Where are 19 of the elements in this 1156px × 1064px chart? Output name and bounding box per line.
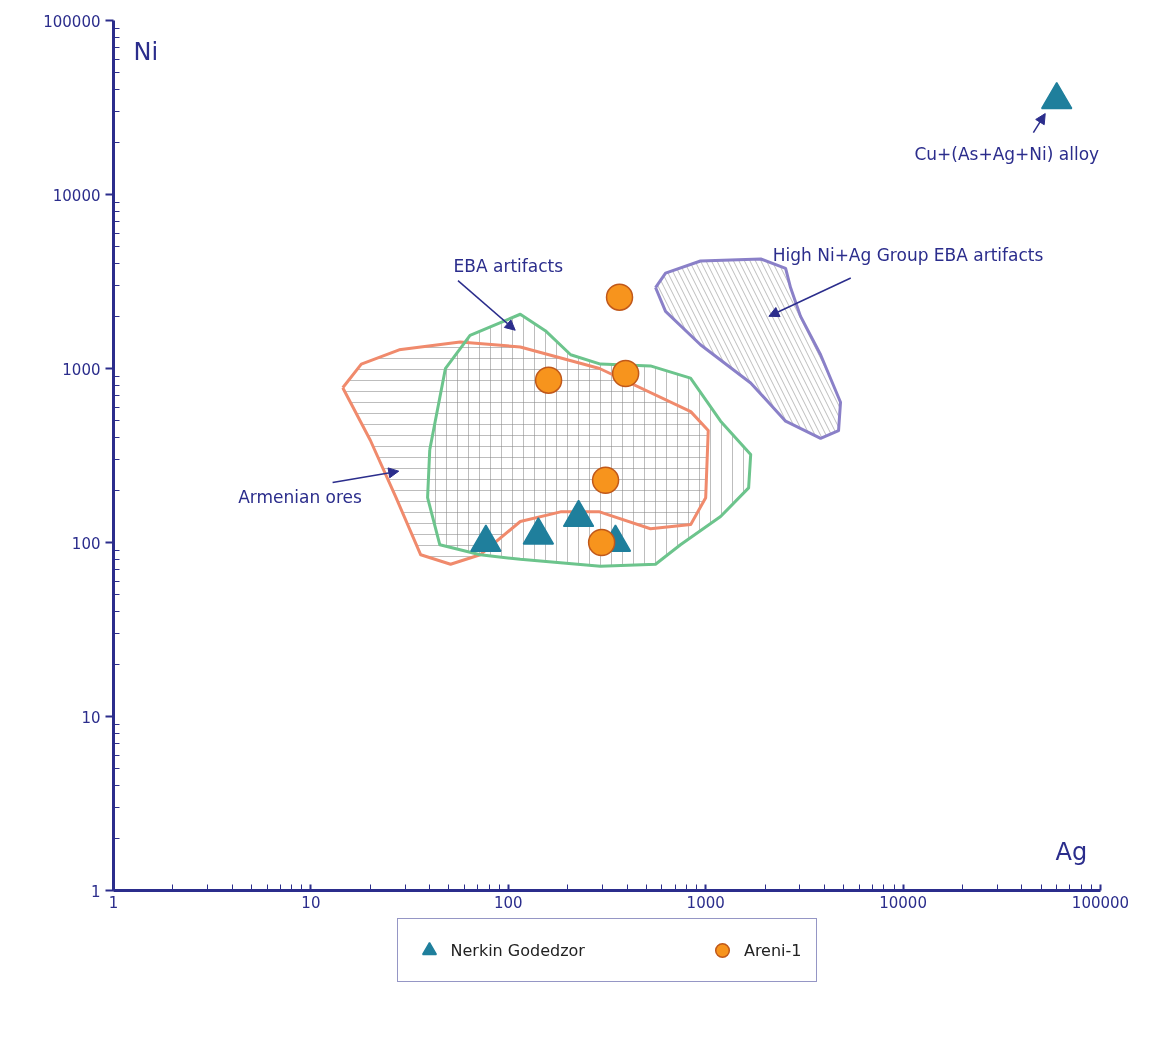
x-axis-title: Ag xyxy=(1055,837,1088,866)
y-tick-label: 1000 xyxy=(62,360,101,379)
annotation: Armenian ores xyxy=(238,487,363,508)
x-tick-label: 10 xyxy=(301,893,321,912)
annotation: EBA artifacts xyxy=(453,255,564,276)
legend-label: Nerkin Godedzor xyxy=(450,940,585,960)
y-tick-label: 10000 xyxy=(52,186,101,205)
x-tick-label: 100 xyxy=(493,893,523,912)
annotation: Cu+(As+Ag+Ni) alloy xyxy=(914,144,1100,165)
x-tick-label: 1000 xyxy=(686,893,725,912)
annotation: High Ni+Ag Group EBA artifacts xyxy=(772,244,1044,265)
x-tick-label: 10000 xyxy=(879,893,927,912)
y-axis-title: Ni xyxy=(133,37,159,66)
y-tick-label: 100 xyxy=(71,534,101,553)
y-tick-label: 10 xyxy=(81,708,101,727)
x-tick-label: 1 xyxy=(108,893,119,912)
legend-label: Areni-1 xyxy=(743,940,802,960)
y-tick-label: 100000 xyxy=(43,12,101,31)
x-tick-label: 100000 xyxy=(1071,893,1130,912)
